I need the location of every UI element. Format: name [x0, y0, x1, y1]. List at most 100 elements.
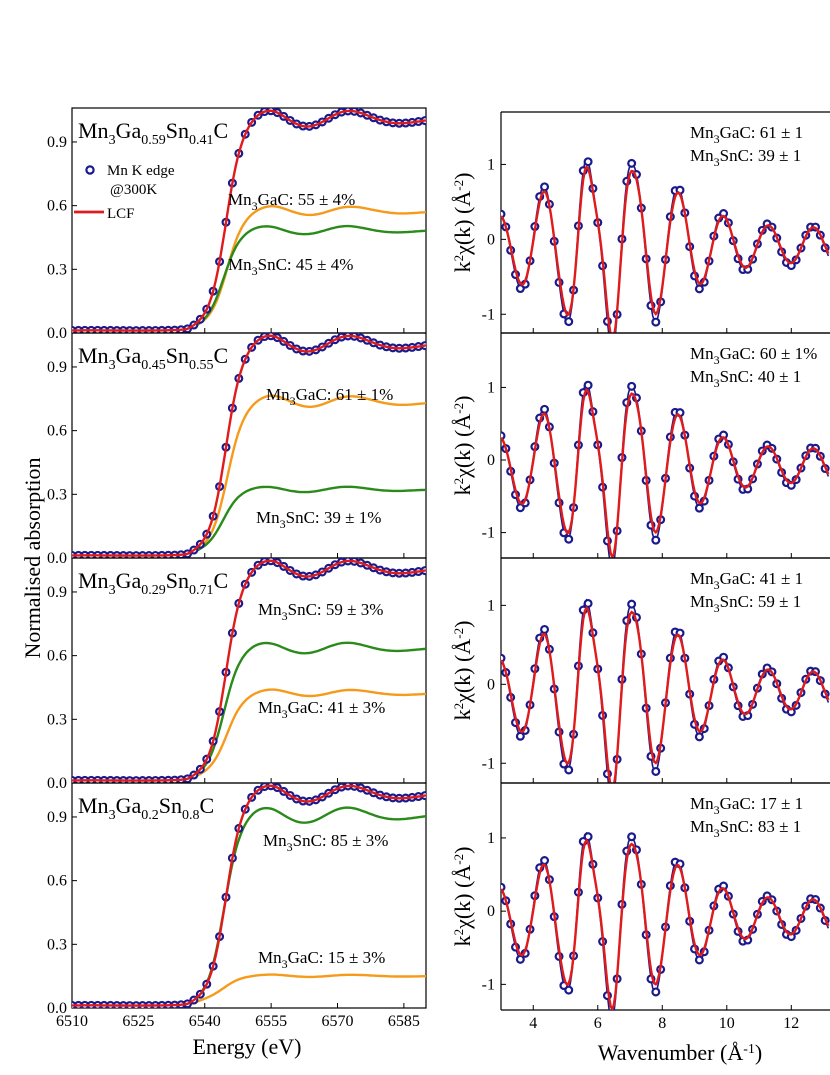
xanes-panel-2: 0.0 0.3 0.6 0.9 Mn3Ga0.45Sn0.55C Mn3GaC: 61 ±…	[47, 332, 427, 567]
lcf-fit-line	[72, 109, 426, 332]
y-tick-label: 0.0	[47, 550, 67, 567]
component-fraction-label: Mn3GaC: 61 ± 1%	[266, 385, 393, 408]
lcf-fit-line	[72, 334, 426, 557]
y-tick-label: 0.6	[47, 198, 67, 215]
y-tick-label: 0.3	[47, 711, 67, 728]
component-fraction-label: Mn3GaC: 55 ± 4%	[228, 190, 355, 213]
component-fraction-label: Mn3SnC: 59 ± 3%	[258, 600, 383, 623]
data-point	[540, 404, 550, 414]
data-point	[564, 985, 574, 995]
panel-title: Mn3Ga0.2Sn0.8C	[78, 793, 214, 823]
x-tick-label: 6	[594, 1015, 602, 1032]
y-tick-label: 1	[487, 830, 495, 847]
exafs-curves	[501, 157, 830, 354]
mn3gac-component-line	[72, 394, 426, 557]
xanes-panels: 0.0 0.3 0.6 0.9 Mn3Ga0.59Sn0.41C Mn3GaC: 55 ±…	[47, 107, 427, 1030]
data-point	[540, 624, 550, 634]
y-tick-label: 1	[487, 379, 495, 396]
component-fraction-label: Mn3GaC: 15 ± 3%	[258, 948, 385, 971]
lcf-fit-line	[501, 165, 830, 333]
y-tick-label: -1	[482, 976, 495, 993]
left-y-axis-title: Normalised absorption	[20, 457, 45, 658]
y-tick-label: 0.3	[47, 936, 67, 953]
component-fraction-label: Mn3GaC: 17 ± 1	[690, 794, 803, 817]
right-x-axis-title: Wavenumber (Å-1)	[598, 1040, 762, 1065]
exafs-curves	[501, 380, 830, 571]
component-fraction-label: Mn3SnC: 45 ± 4%	[228, 255, 353, 278]
data-point	[694, 503, 704, 513]
k2chi-axis-title: k2χ(k) (Å-2)	[450, 396, 475, 496]
data-point	[583, 380, 593, 390]
component-fraction-label: Mn3SnC: 39 ± 1	[690, 146, 801, 169]
data-point	[564, 317, 574, 327]
y-tick-label: -1	[482, 525, 495, 542]
data-point	[694, 732, 704, 742]
component-fraction-label: Mn3SnC: 59 ± 1	[690, 592, 801, 615]
xanes-curves	[72, 558, 426, 783]
data-point	[651, 535, 661, 545]
y-tick-label: 0.3	[47, 261, 67, 278]
x-tick-label: 4	[529, 1015, 537, 1032]
y-tick-label: 0.0	[47, 775, 67, 792]
y-tick-label: 1	[487, 156, 495, 173]
y-tick-label: 0.6	[47, 648, 67, 665]
y-tick-label: 0.9	[47, 134, 67, 151]
x-tick-label: 8	[658, 1015, 666, 1032]
xanes-curves	[72, 333, 426, 558]
exafs-curves	[501, 598, 830, 805]
data-point	[609, 564, 616, 571]
y-tick-label: 0.9	[47, 584, 67, 601]
legend: Mn K edge @300K LCF	[74, 163, 175, 222]
component-fraction-label: Mn3GaC: 60 ± 1%	[690, 344, 817, 367]
x-tick-label: 6555	[255, 1013, 287, 1030]
xanes-curves	[72, 783, 426, 1008]
component-fraction-label: Mn3SnC: 83 ± 1	[690, 817, 801, 840]
y-tick-label: 0	[487, 452, 495, 469]
x-tick-label: 10	[719, 1015, 735, 1032]
data-point	[583, 598, 593, 608]
legend-fit-label: LCF	[107, 206, 135, 222]
legend-data-marker	[85, 165, 95, 175]
data-point	[540, 856, 550, 866]
x-tick-label: 12	[783, 1015, 799, 1032]
component-fraction-label: Mn3GaC: 61 ± 1	[690, 123, 803, 146]
x-tick-label: 6510	[56, 1013, 88, 1030]
data-point	[651, 987, 661, 997]
data-point	[651, 317, 661, 327]
xanes-panel-3: 0.0 0.3 0.6 0.9 Mn3Ga0.29Sn0.71C Mn3SnC: 59 ±…	[47, 557, 427, 792]
y-tick-label: 0	[487, 231, 495, 248]
component-fraction-label: Mn3SnC: 85 ± 3%	[263, 831, 388, 854]
data-point	[564, 534, 574, 544]
x-tick-label: 6570	[322, 1013, 354, 1030]
y-tick-label: -1	[482, 306, 495, 323]
lcf-fit-line	[501, 387, 830, 558]
data-point	[583, 832, 593, 842]
legend-data-label-2: @300K	[110, 182, 157, 198]
x-tick-label: 6585	[388, 1013, 420, 1030]
exafs-panel-2: -1 0 1 k2χ(k) (Å-2) Mn3GaC: 60 ± 1%Mn3SnC: 4…	[450, 332, 830, 571]
data-point	[651, 766, 661, 776]
component-fraction-label: Mn3SnC: 39 ± 1%	[256, 508, 381, 531]
mn3gac-component-line	[72, 973, 426, 1007]
y-tick-label: 1	[487, 597, 495, 614]
data-point	[583, 157, 593, 167]
panel-title: Mn3Ga0.59Sn0.41C	[78, 118, 228, 148]
data-point	[564, 765, 574, 775]
lcf-fit-line	[72, 784, 426, 1007]
y-tick-label: 0.6	[47, 873, 67, 890]
y-tick-label: 0.9	[47, 359, 67, 376]
exafs-curves	[501, 831, 830, 1010]
y-tick-label: 0	[487, 676, 495, 693]
k2chi-axis-title: k2χ(k) (Å-2)	[450, 847, 475, 947]
lcf-fit-line	[501, 605, 830, 783]
component-fraction-label: Mn3SnC: 40 ± 1	[690, 367, 801, 390]
component-fraction-label: Mn3GaC: 41 ± 3%	[258, 698, 385, 721]
x-tick-label: 6540	[189, 1013, 221, 1030]
k2chi-axis-title: k2χ(k) (Å-2)	[450, 621, 475, 721]
data-point	[627, 832, 637, 842]
data-point	[609, 798, 616, 805]
data-point	[609, 347, 616, 354]
k2chi-axis-title: k2χ(k) (Å-2)	[450, 173, 475, 273]
